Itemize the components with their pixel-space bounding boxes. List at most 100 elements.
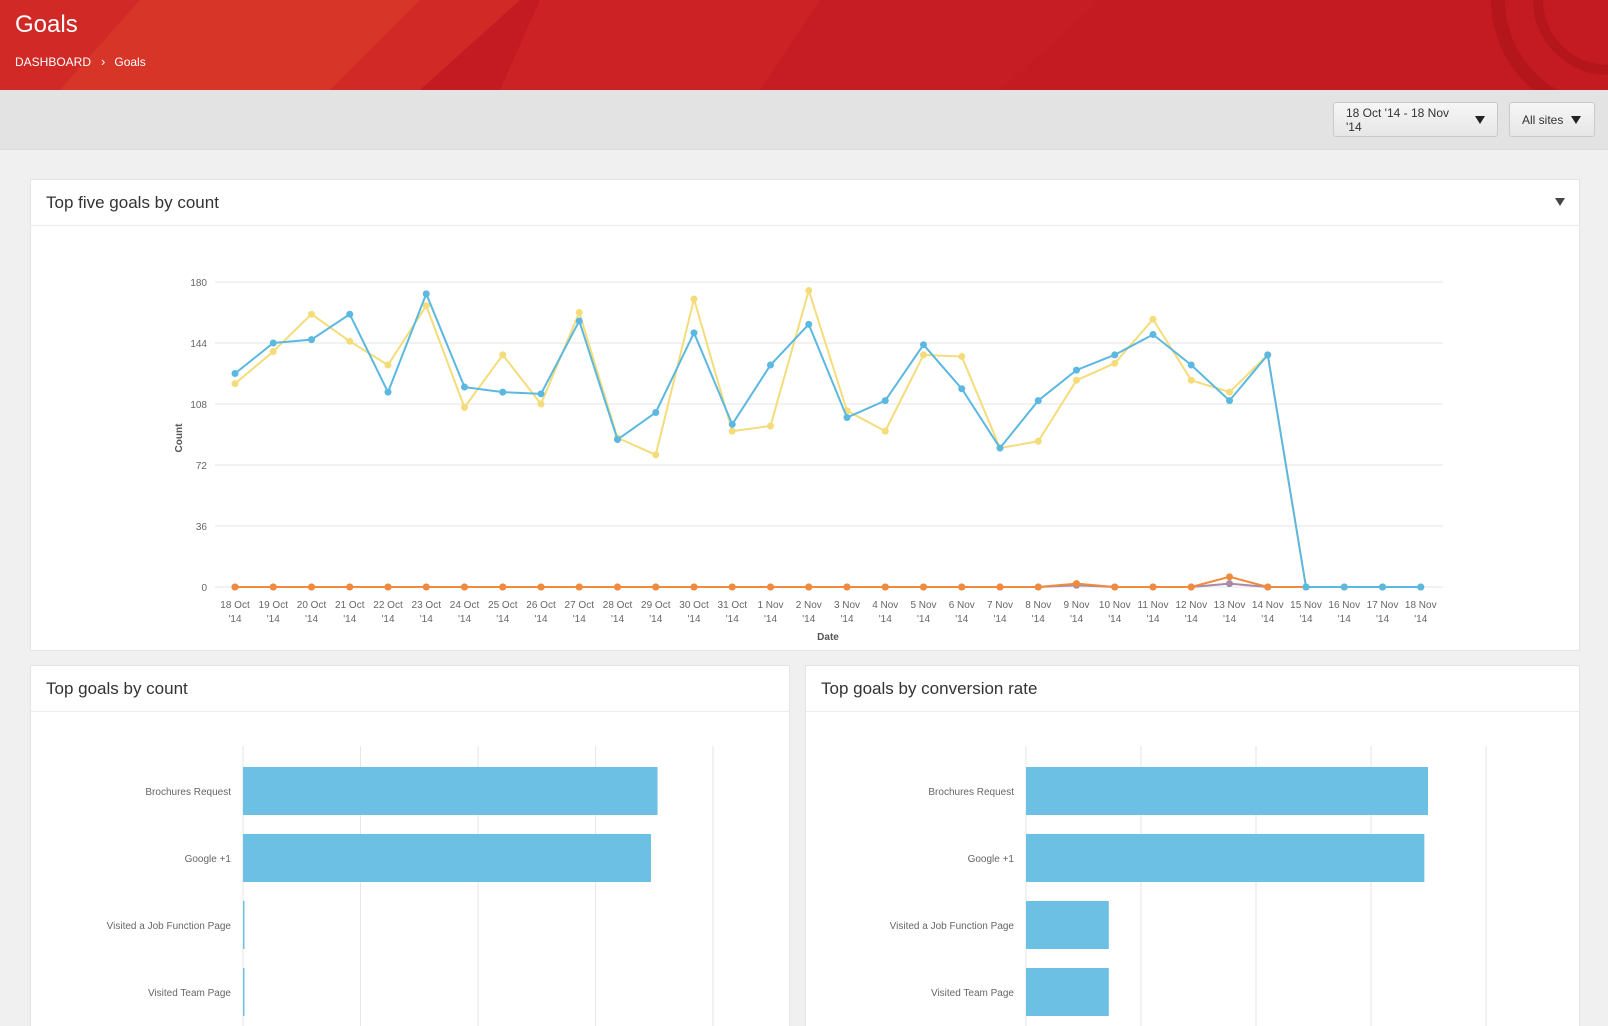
data-point [614, 436, 621, 444]
data-point [958, 385, 966, 393]
panel-title: Top goals by count [46, 679, 188, 698]
data-point [346, 337, 354, 345]
breadcrumb: DASHBOARD › Goals [15, 54, 146, 69]
data-point [1187, 376, 1195, 384]
y-tick-label: 72 [196, 461, 208, 472]
x-tick-label: 8 Nov '14 [1025, 600, 1051, 625]
data-point [499, 583, 507, 591]
x-tick-label: 3 Nov '14 [834, 600, 860, 625]
data-point [308, 336, 315, 344]
collapse-icon[interactable] [1555, 198, 1565, 206]
data-point [1264, 351, 1272, 359]
data-point [537, 390, 545, 398]
data-point [1417, 583, 1425, 591]
x-tick-label: 19 Oct '14 [259, 600, 289, 625]
x-tick-label: 15 Nov '14 [1290, 600, 1322, 625]
data-point [767, 422, 774, 430]
x-tick-label: 5 Nov '14 [910, 600, 936, 625]
bar [243, 767, 658, 815]
breadcrumb-dashboard-link[interactable]: DASHBOARD [15, 54, 92, 69]
bar [1026, 968, 1109, 1016]
data-point [308, 310, 315, 318]
header-background [0, 0, 1608, 90]
x-tick-label: 7 Nov '14 [987, 600, 1013, 625]
data-point [575, 317, 583, 325]
data-point [767, 361, 774, 369]
x-tick-label: 30 Oct '14 [679, 600, 709, 625]
data-point [881, 427, 889, 435]
data-point [805, 320, 813, 328]
data-point [422, 302, 430, 310]
data-point [843, 583, 851, 591]
date-range-dropdown[interactable]: 18 Oct '14 - 18 Nov '14 [1333, 102, 1498, 137]
category-label: Visited a Job Function Page [107, 921, 232, 932]
x-tick-label: 13 Nov '14 [1214, 600, 1246, 625]
data-point [346, 310, 354, 318]
data-point [881, 583, 889, 591]
page-title: Goals [15, 11, 78, 38]
data-point [1187, 361, 1195, 369]
data-point [537, 583, 545, 591]
data-point [1340, 583, 1348, 591]
top-five-goals-panel: Top five goals by count 0 36 72 108 144 180 Co… [30, 179, 1580, 671]
panel-header: Top five goals by count [31, 180, 1579, 226]
data-point [575, 583, 583, 591]
data-point [843, 414, 851, 422]
data-point [461, 403, 468, 411]
data-point [690, 583, 698, 591]
data-point [1264, 583, 1272, 591]
data-point [461, 583, 468, 591]
goals-count-bar-chart: Brochures Request Google +1 Visited a Job … [107, 746, 714, 1026]
x-tick-label: 24 Oct '14 [450, 600, 480, 625]
data-point [1149, 315, 1157, 323]
x-tick-label: 14 Nov '14 [1252, 600, 1284, 625]
data-point [1073, 580, 1080, 588]
data-point [1111, 351, 1119, 359]
category-label: Brochures Request [928, 787, 1014, 798]
data-point [1226, 388, 1233, 396]
goals-line-chart: 0 36 72 108 144 180 Count 18 Oct '14 19 Oct '14 20 … [174, 278, 1443, 671]
panel-header: Top goals by count [31, 666, 789, 712]
data-point [958, 353, 966, 361]
x-tick-label: 18 Nov '14 [1405, 600, 1437, 625]
data-point [346, 583, 354, 591]
data-point [1111, 583, 1119, 591]
data-point [1111, 359, 1119, 367]
y-tick-label: 0 [201, 583, 207, 594]
data-point [384, 583, 392, 591]
x-tick-label: 18 Oct '14 [220, 600, 250, 625]
x-tick-label: 29 Oct '14 [641, 600, 671, 625]
data-point [269, 583, 277, 591]
data-point [728, 427, 736, 435]
data-point [231, 370, 239, 377]
category-label: Visited Team Page [148, 988, 231, 999]
page-header: Goals DASHBOARD › Goals [0, 0, 1608, 90]
series-line [235, 575, 1421, 588]
category-label: Visited Team Page [931, 988, 1014, 999]
top-goals-count-panel: Top goals by count Brochures Request Goog… [30, 665, 790, 1026]
data-point [422, 290, 430, 298]
site-filter-dropdown[interactable]: All sites [1509, 102, 1595, 137]
caret-down-icon [1475, 115, 1485, 124]
category-label: Google +1 [968, 854, 1015, 865]
filter-toolbar: 18 Oct '14 - 18 Nov '14 All sites [0, 90, 1608, 150]
data-point [499, 388, 507, 396]
data-point [384, 361, 392, 369]
data-point [1034, 397, 1042, 405]
data-point [1149, 331, 1157, 339]
x-tick-label: 21 Oct '14 [335, 600, 365, 625]
series-line [234, 286, 1421, 588]
x-tick-label: 31 Oct '14 [718, 600, 748, 625]
data-point [996, 444, 1004, 452]
data-point [537, 400, 545, 408]
data-point [1073, 366, 1080, 374]
panel-header: Top goals by conversion rate [806, 666, 1579, 712]
category-label: Google +1 [185, 854, 232, 865]
y-axis-label: Count [174, 423, 185, 453]
x-tick-label: 17 Nov '14 [1367, 600, 1399, 625]
data-point [652, 583, 660, 591]
data-point [1226, 580, 1233, 588]
data-point [614, 583, 621, 591]
x-axis-label: Date [817, 632, 839, 643]
data-point [920, 583, 927, 591]
